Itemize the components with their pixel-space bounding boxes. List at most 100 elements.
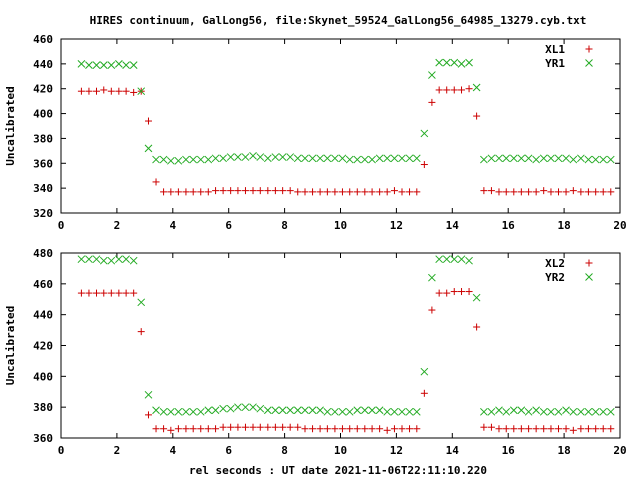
data-point xyxy=(569,155,578,164)
data-point xyxy=(495,154,503,163)
data-point xyxy=(174,425,182,433)
y-tick-label: 460 xyxy=(33,278,53,291)
y-tick-label: 400 xyxy=(33,108,53,121)
data-point xyxy=(226,404,235,413)
data-point xyxy=(554,154,563,163)
data-point xyxy=(487,423,495,431)
y-tick-label: 360 xyxy=(33,157,53,170)
data-point xyxy=(480,407,488,416)
data-point xyxy=(517,406,526,415)
data-point xyxy=(517,188,525,196)
data-point xyxy=(279,423,287,431)
data-point xyxy=(435,289,443,297)
data-point xyxy=(413,188,421,196)
figure-title: HIRES continuum, GalLong56, file:Skynet_… xyxy=(90,14,587,27)
x-tick-label: 6 xyxy=(225,219,232,232)
data-point xyxy=(152,406,160,415)
data-point xyxy=(405,407,414,416)
data-point xyxy=(152,178,160,186)
data-point xyxy=(308,154,317,163)
data-point xyxy=(241,403,250,412)
data-point xyxy=(368,188,376,196)
data-point xyxy=(278,406,287,415)
data-point xyxy=(353,425,361,433)
data-point xyxy=(539,154,548,163)
data-point xyxy=(249,403,257,412)
data-point xyxy=(353,155,362,164)
data-point xyxy=(130,88,138,96)
data-point xyxy=(197,425,205,433)
data-point xyxy=(495,425,503,433)
data-point xyxy=(525,425,533,433)
plot-frame xyxy=(60,38,621,214)
data-point xyxy=(77,60,86,68)
data-point xyxy=(510,425,518,433)
data-point xyxy=(509,406,518,415)
data-point xyxy=(473,323,481,331)
data-point xyxy=(301,154,309,163)
data-point xyxy=(428,273,436,282)
x-tick-label: 10 xyxy=(334,219,347,232)
data-point xyxy=(278,153,287,161)
data-point xyxy=(368,155,376,164)
data-point xyxy=(450,255,459,264)
data-point xyxy=(264,187,272,195)
data-point xyxy=(189,155,198,164)
y-axis-label: Uncalibrated xyxy=(4,306,17,385)
data-point xyxy=(167,426,175,434)
data-point xyxy=(502,425,510,433)
data-point xyxy=(420,367,429,376)
data-point xyxy=(234,153,242,161)
data-point xyxy=(219,154,227,163)
data-point xyxy=(562,188,570,196)
data-point xyxy=(495,188,503,196)
data-point xyxy=(316,425,324,433)
data-point xyxy=(263,154,272,163)
data-point xyxy=(174,188,182,196)
data-point xyxy=(204,188,212,196)
data-point xyxy=(122,255,130,264)
data-point xyxy=(450,58,459,67)
x-tick-label: 14 xyxy=(446,219,460,232)
data-point xyxy=(316,406,324,415)
y-tick-label: 340 xyxy=(33,182,53,195)
data-point xyxy=(152,425,160,433)
data-point xyxy=(204,155,213,164)
x-tick-label: 4 xyxy=(169,444,176,457)
data-point xyxy=(99,61,108,69)
data-point xyxy=(502,407,511,416)
data-point xyxy=(509,154,518,163)
data-point xyxy=(189,188,197,196)
data-point xyxy=(234,403,242,412)
data-point xyxy=(577,407,585,416)
data-point xyxy=(293,406,302,415)
data-point xyxy=(241,423,249,431)
data-point xyxy=(77,255,86,264)
data-point xyxy=(577,188,585,196)
data-point xyxy=(256,187,264,195)
data-point xyxy=(241,187,249,195)
y-tick-label: 380 xyxy=(33,132,53,145)
data-point xyxy=(562,425,570,433)
series-YR2 xyxy=(77,255,615,416)
data-point xyxy=(443,86,451,94)
data-point xyxy=(607,188,615,196)
data-point xyxy=(316,188,324,196)
data-point xyxy=(323,407,332,416)
data-point xyxy=(294,188,302,196)
data-point xyxy=(130,289,138,297)
data-point xyxy=(137,87,146,96)
data-point xyxy=(219,423,227,431)
data-point xyxy=(457,60,466,68)
data-point xyxy=(368,425,376,433)
x-tick-label: 2 xyxy=(114,219,121,232)
data-point xyxy=(286,187,294,195)
data-point xyxy=(599,425,607,433)
data-point xyxy=(271,406,280,415)
data-point xyxy=(309,188,317,196)
data-point xyxy=(115,255,123,264)
data-point xyxy=(144,411,152,419)
legend-marker xyxy=(585,59,593,67)
data-point xyxy=(196,155,205,164)
data-point xyxy=(360,155,369,164)
